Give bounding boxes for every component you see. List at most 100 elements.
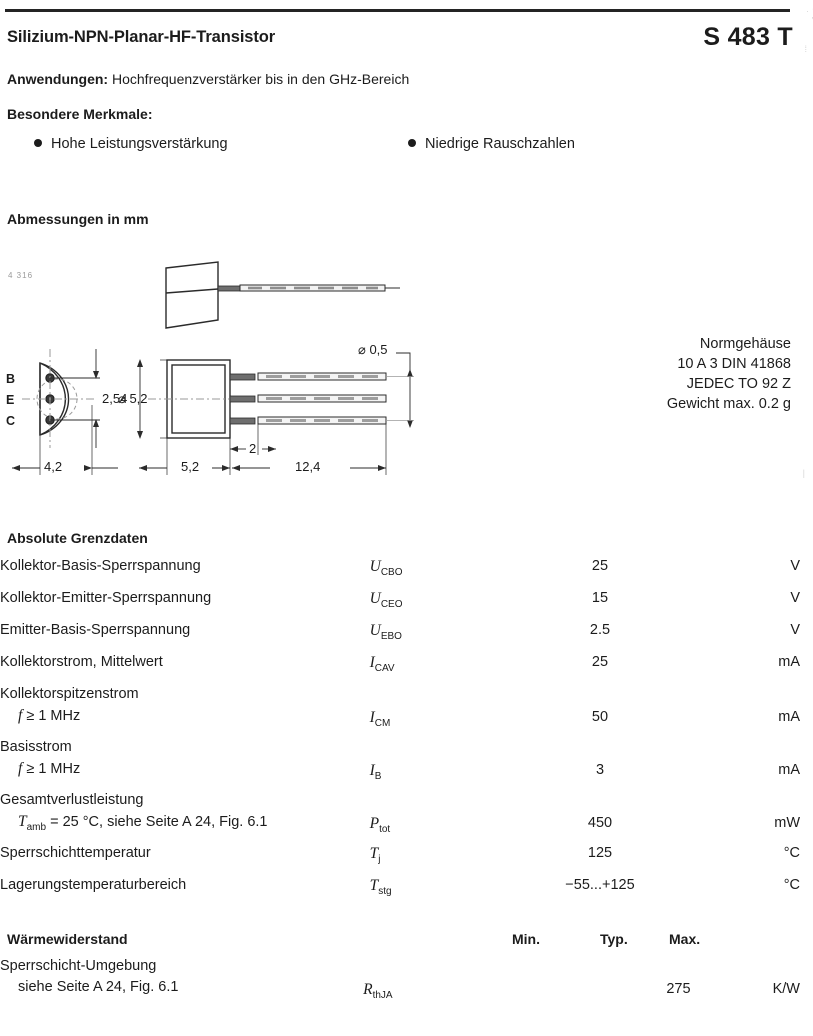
param-symbol: ICM bbox=[369, 709, 391, 729]
applications-label: Anwendungen: bbox=[7, 71, 109, 87]
diameter-icon: ⌀ bbox=[118, 391, 126, 406]
table-row: Sperrschichttemperatur Tj 125 °C bbox=[0, 843, 800, 875]
table-row: Lagerungstemperaturbereich Tstg −55...+1… bbox=[0, 875, 800, 907]
table-row: Gesamtverlustleistung Tamb = 25 °C, sieh… bbox=[0, 790, 800, 843]
package-info-line-4: Gewicht max. 0.2 g bbox=[666, 396, 791, 412]
column-header-min: Min. bbox=[512, 931, 540, 947]
param-unit: mW bbox=[774, 815, 800, 831]
title-row: Silizium-NPN-Planar-HF-Transistor S 483 … bbox=[7, 23, 793, 56]
param-symbol: RthJA bbox=[363, 981, 393, 1001]
param-name: Kollektorspitzenstrom bbox=[0, 686, 139, 702]
param-name-group: Sperrschicht-Umgebung siehe Seite A 24, … bbox=[0, 956, 363, 1009]
table-row: Kollektor-Emitter-Sperrspannung UCEO 15 … bbox=[0, 588, 800, 620]
package-info-line-1: Normgehäuse bbox=[699, 336, 791, 352]
feature-label: Hohe Leistungsverstärkung bbox=[51, 136, 228, 152]
margin-speck-upper: ⁞ bbox=[804, 44, 807, 54]
table-row: Kollektor-Basis-Sperrspannung UCBO 25 V bbox=[0, 556, 800, 588]
header-rule bbox=[5, 9, 790, 12]
param-unit: K/W bbox=[772, 981, 800, 997]
bullet-icon bbox=[34, 139, 42, 147]
param-unit: mA bbox=[778, 762, 800, 778]
param-value: 25 bbox=[591, 558, 609, 574]
param-value-max: 275 bbox=[666, 981, 691, 997]
package-info-line-2: 10 A 3 DIN 41868 bbox=[677, 356, 791, 372]
param-name-group: Basisstrom f ≥ 1 MHz bbox=[0, 737, 370, 790]
applications-line: Anwendungen: Hochfrequenzverstärker bis … bbox=[7, 71, 409, 87]
pin-label-b: B bbox=[6, 372, 16, 386]
param-name: Gesamtverlustleistung bbox=[0, 792, 144, 808]
param-condition: Tamb = 25 °C, siehe Seite A 24, Fig. 6.1 bbox=[18, 813, 268, 833]
thermal-heading: Wärmewiderstand bbox=[7, 931, 128, 947]
param-name: Basisstrom bbox=[0, 739, 72, 755]
dim-pitch-label: 2,54 bbox=[102, 391, 128, 406]
margin-speck-mid: | bbox=[802, 468, 805, 478]
dimensions-heading: Abmessungen in mm bbox=[7, 211, 149, 227]
param-symbol: IB bbox=[369, 762, 382, 782]
package-info-line-3: JEDEC TO 92 Z bbox=[686, 376, 791, 392]
param-unit: mA bbox=[778, 654, 800, 670]
param-name: Kollektor-Basis-Sperrspannung bbox=[0, 558, 201, 574]
ghost-part-number: S bbox=[811, 0, 813, 29]
side-view-body bbox=[165, 261, 219, 329]
param-value: 2.5 bbox=[589, 622, 611, 638]
param-symbol: UEBO bbox=[369, 622, 402, 642]
part-number: S 483 T bbox=[703, 23, 793, 51]
feature-item-1: Hohe Leistungsverstärkung bbox=[34, 136, 228, 152]
param-name-group: Kollektorspitzenstrom f ≥ 1 MHz bbox=[0, 684, 370, 737]
param-value: 15 bbox=[591, 590, 609, 606]
package-drawing-svg bbox=[12, 261, 414, 475]
param-name: Kollektor-Emitter-Sperrspannung bbox=[0, 590, 212, 606]
table-row: Basisstrom f ≥ 1 MHz IB 3 mA bbox=[0, 737, 800, 790]
page-title: Silizium-NPN-Planar-HF-Transistor bbox=[7, 28, 276, 46]
param-value: 25 bbox=[591, 654, 609, 670]
param-name: Emitter-Basis-Sperrspannung bbox=[0, 622, 191, 638]
absolute-ratings-heading: Absolute Grenzdaten bbox=[7, 530, 148, 546]
feature-item-2: Niedrige Rauschzahlen bbox=[408, 136, 575, 152]
param-condition: f ≥ 1 MHz bbox=[18, 707, 81, 724]
margin-speck-top: · bbox=[806, 6, 809, 16]
column-header-typ: Typ. bbox=[600, 931, 628, 947]
param-unit: V bbox=[790, 590, 800, 606]
absolute-ratings-table: Kollektor-Basis-Sperrspannung UCBO 25 V … bbox=[0, 556, 800, 907]
table-row: Kollektorspitzenstrom f ≥ 1 MHz ICM 50 m… bbox=[0, 684, 800, 737]
diameter-icon: ⌀ bbox=[358, 342, 366, 357]
dim-lead-length-label: 12,4 bbox=[295, 459, 321, 474]
param-symbol: Ptot bbox=[369, 815, 391, 835]
param-symbol: Tj bbox=[369, 845, 381, 865]
param-unit: V bbox=[790, 622, 800, 638]
param-condition: f ≥ 1 MHz bbox=[18, 760, 81, 777]
param-name: Sperrschichttemperatur bbox=[0, 845, 151, 861]
param-unit: V bbox=[790, 558, 800, 574]
param-symbol: UCBO bbox=[369, 558, 403, 578]
pin-label-e: E bbox=[6, 393, 15, 407]
param-name: Sperrschicht-Umgebung bbox=[0, 958, 157, 974]
param-name: Kollektorstrom, Mittelwert bbox=[0, 654, 163, 670]
package-info-block: Normgehäuse 10 A 3 DIN 41868 JEDEC TO 92… bbox=[667, 334, 791, 414]
param-unit: °C bbox=[783, 877, 800, 893]
feature-label: Niedrige Rauschzahlen bbox=[425, 136, 575, 152]
drawing-reference: 4 316 bbox=[8, 271, 34, 280]
package-drawing: B E C 2,54 4,2 ⌀ 5,2 5,2 2 12,4 ⌀ 0,5 bbox=[0, 245, 430, 490]
dim-body-dia-label: ⌀ 5,2 bbox=[118, 391, 148, 406]
pin-label-c: C bbox=[6, 414, 16, 428]
param-symbol: ICAV bbox=[369, 654, 395, 674]
param-name-group: Gesamtverlustleistung Tamb = 25 °C, sieh… bbox=[0, 790, 370, 843]
column-header-max: Max. bbox=[669, 931, 701, 947]
param-value: 125 bbox=[587, 845, 613, 861]
param-value: 50 bbox=[591, 709, 609, 725]
features-label: Besondere Merkmale: bbox=[7, 106, 153, 122]
applications-text: Hochfrequenzverstärker bis in den GHz-Be… bbox=[112, 71, 410, 87]
table-row: Kollektorstrom, Mittelwert ICAV 25 mA bbox=[0, 652, 800, 684]
param-unit: mA bbox=[778, 709, 800, 725]
param-symbol: Tstg bbox=[369, 877, 392, 897]
dim-lead-offset-label: 2 bbox=[249, 441, 257, 456]
param-value: 450 bbox=[587, 815, 613, 831]
table-row: Emitter-Basis-Sperrspannung UEBO 2.5 V bbox=[0, 620, 800, 652]
dim-lead-dia-label: ⌀ 0,5 bbox=[358, 342, 388, 357]
param-symbol: UCEO bbox=[369, 590, 403, 610]
param-value: −55...+125 bbox=[565, 877, 635, 893]
dim-body-depth-label: 5,2 bbox=[181, 459, 200, 474]
bullet-icon bbox=[408, 139, 416, 147]
dim-body-width-label: 4,2 bbox=[44, 459, 63, 474]
